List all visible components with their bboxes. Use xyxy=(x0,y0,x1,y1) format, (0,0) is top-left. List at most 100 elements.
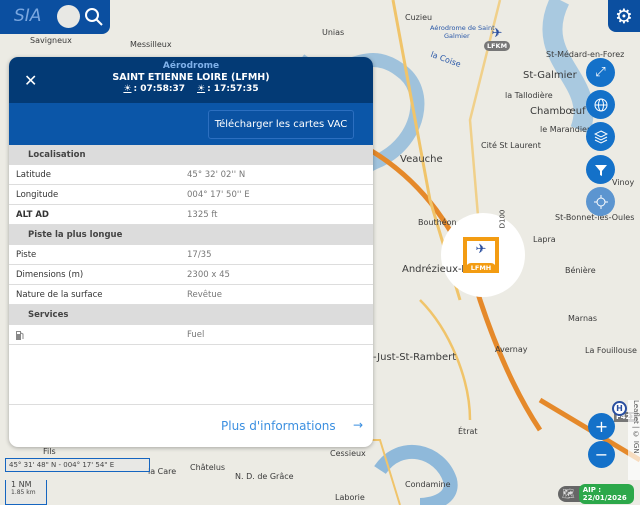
row-value: 1325 ft xyxy=(187,210,218,220)
place-label: Savigneux xyxy=(30,36,72,45)
panel-header: ✕ Aérodrome SAINT ETIENNE LOIRE (LFMH) ☀… xyxy=(9,57,373,103)
place-label: Lapra xyxy=(533,235,556,244)
place-label: St-Bonnet-les-Oules xyxy=(555,213,635,222)
globe-icon xyxy=(594,98,607,111)
airfield-icon: ✈ xyxy=(491,26,503,41)
sunrise: ☀: 07:58:37 xyxy=(123,84,185,94)
map-icon: 🗺 xyxy=(562,488,575,500)
download-vac-button[interactable]: Télécharger les cartes VAC xyxy=(208,110,354,139)
place-label: Andrézieux-B xyxy=(402,264,469,275)
fuel-pump-icon xyxy=(16,325,24,345)
filter-button[interactable] xyxy=(586,155,615,184)
table-row: Piste 17/35 xyxy=(9,245,373,265)
place-label: Cessieux xyxy=(330,449,366,458)
aip-badge[interactable]: 🗺 AIP : 22/01/2026 xyxy=(558,484,634,504)
zoom-out-button[interactable]: − xyxy=(588,441,615,468)
place-label: la Tallodière xyxy=(505,91,553,100)
table-row: Latitude 45° 32' 02'' N xyxy=(9,165,373,185)
table-row: Nature de la surface Revêtue xyxy=(9,285,373,305)
place-label: Avernay xyxy=(495,345,528,354)
airfield-marker-lfkm[interactable]: ✈ LFKM xyxy=(484,26,510,51)
place-label: -Just-St-Rambert xyxy=(373,352,457,363)
map-attribution[interactable]: Leaflet | © IGN xyxy=(628,400,640,480)
road-label: D100 xyxy=(498,209,507,229)
sunset-icon: ☀ xyxy=(197,84,206,94)
settings-button[interactable]: ⚙ xyxy=(608,0,640,32)
layers-button[interactable] xyxy=(586,122,615,151)
row-value: 2300 x 45 xyxy=(187,270,230,280)
aerodrome-name: SAINT ETIENNE LOIRE (LFMH) xyxy=(112,72,270,83)
logo-bar: SIA xyxy=(0,0,110,34)
sia-logo: SIA xyxy=(14,6,42,26)
sunrise-time: : 07:58:37 xyxy=(133,84,185,94)
minus-icon: − xyxy=(594,445,609,464)
table-row: Fuel xyxy=(9,325,373,345)
locate-button[interactable] xyxy=(586,187,615,216)
airfield-code: LFKM xyxy=(484,41,510,51)
aip-date: AIP : 22/01/2026 xyxy=(578,484,634,504)
place-label: Laborie xyxy=(335,493,365,502)
row-value: 17/35 xyxy=(187,250,212,260)
row-label: ALT AD xyxy=(16,210,49,220)
sunset: ☀: 17:57:35 xyxy=(197,84,259,94)
zoom-in-button[interactable]: + xyxy=(588,413,615,440)
place-label: Veauche xyxy=(400,154,443,165)
more-info-label: Plus d'informations xyxy=(221,419,336,433)
search-icon[interactable] xyxy=(84,7,104,27)
row-label: Nature de la surface xyxy=(16,290,103,300)
table-row: ALT AD 1325 ft xyxy=(9,205,373,225)
place-label: Bénière xyxy=(565,266,596,275)
panel-category: Aérodrome xyxy=(162,61,220,71)
sunset-time: : 17:57:35 xyxy=(207,84,259,94)
fullscreen-button[interactable]: ⤢ xyxy=(586,58,615,87)
scale-bar: 1 NM 1.85 km xyxy=(5,480,47,505)
aerodrome-panel: ✕ Aérodrome SAINT ETIENNE LOIRE (LFMH) ☀… xyxy=(9,57,373,447)
place-label: St-Médard-en-Forez xyxy=(546,50,625,59)
row-label: Longitude xyxy=(16,190,59,200)
place-label: Aérodrome de Saint xyxy=(430,24,495,32)
place-label: N. D. de Grâce xyxy=(235,472,294,481)
row-value: Revêtue xyxy=(187,290,222,300)
place-label: Unias xyxy=(322,28,345,37)
road-badge: F421 xyxy=(614,412,638,422)
table-row: Longitude 004° 17' 50'' E xyxy=(9,185,373,205)
expand-icon: ⤢ xyxy=(595,65,606,80)
place-label: Cuzieu xyxy=(405,13,433,22)
place-label: Châtelus xyxy=(190,463,226,472)
filter-icon xyxy=(594,164,607,176)
more-info-link[interactable]: Plus d'informations → xyxy=(9,404,373,447)
section-title: Services xyxy=(9,305,373,325)
place-label: Fils xyxy=(43,447,56,456)
place-label: Cité St Laurent xyxy=(481,141,541,150)
airfield-icon: ✈ xyxy=(475,242,487,257)
section-title: Piste la plus longue xyxy=(9,225,373,245)
crosshair-icon xyxy=(593,194,608,209)
place-label: Galmier xyxy=(444,32,470,40)
layers-icon xyxy=(593,129,608,144)
place-label: Vinoy xyxy=(612,178,635,187)
toggle-switch[interactable] xyxy=(57,5,80,28)
place-label: Messilleux xyxy=(130,40,172,49)
row-label: Dimensions (m) xyxy=(16,270,84,280)
section-title: Localisation xyxy=(9,145,373,165)
table-row: Dimensions (m) 2300 x 45 xyxy=(9,265,373,285)
sunrise-icon: ☀ xyxy=(123,84,132,94)
row-value: Fuel xyxy=(187,330,205,340)
place-label: la Care xyxy=(148,467,177,476)
place-label: Marnas xyxy=(568,314,598,323)
row-value: 004° 17' 50'' E xyxy=(187,190,250,200)
globe-button[interactable] xyxy=(586,90,615,119)
place-label: Étrat xyxy=(458,427,478,436)
scale-km: 1.85 km xyxy=(11,489,36,496)
close-icon[interactable]: ✕ xyxy=(24,71,38,90)
arrow-right-icon: → xyxy=(353,418,364,432)
airfield-code-selected: LFMH xyxy=(466,263,496,273)
heliport-icon: H xyxy=(612,401,627,416)
place-label: La Fouillouse xyxy=(585,346,637,355)
place-label: Bouthéon xyxy=(418,218,457,227)
place-label: Chambœuf xyxy=(530,106,586,117)
row-label: Latitude xyxy=(16,170,51,180)
cursor-coordinates: 45° 31' 48" N - 004° 17' 54" E xyxy=(5,458,150,472)
row-label: Piste xyxy=(16,250,37,260)
